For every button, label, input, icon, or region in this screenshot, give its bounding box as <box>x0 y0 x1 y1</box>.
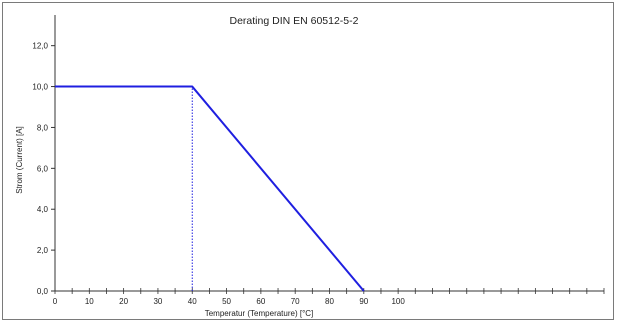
y-tick-label: 4,0 <box>37 205 49 214</box>
y-tick-label: 8,0 <box>37 123 49 132</box>
x-tick-label: 90 <box>359 297 368 306</box>
x-tick-label: 100 <box>391 297 405 306</box>
chart-title: Derating DIN EN 60512-5-2 <box>230 15 359 27</box>
y-tick-label: 12,0 <box>32 42 48 51</box>
series-line <box>55 85 365 292</box>
x-tick-label: 10 <box>85 297 94 306</box>
x-tick-label: 0 <box>53 297 58 306</box>
chart-ticks: 0,0 2,0 4,0 6,0 8,0 10,0 12,0 0 10 20 30 40 50 60 70 80… <box>32 42 605 306</box>
x-tick-label: 30 <box>153 297 162 306</box>
x-axis-label: Temperatur (Temperature) [°C] <box>205 309 314 318</box>
y-tick-label: 6,0 <box>37 164 49 173</box>
x-tick-label: 20 <box>119 297 128 306</box>
chart-plot <box>54 85 365 292</box>
y-tick-label: 2,0 <box>37 246 49 255</box>
x-tick-label: 60 <box>256 297 265 306</box>
x-tick-label: 70 <box>291 297 300 306</box>
chart-frame <box>2 2 614 320</box>
y-axis-label: Strom (Current) [A] <box>15 126 24 194</box>
x-tick-label: 50 <box>222 297 231 306</box>
y-tick-label: 0,0 <box>37 287 49 296</box>
x-tick-label: 80 <box>325 297 334 306</box>
y-tick-label: 10,0 <box>32 83 48 92</box>
x-tick-label: 40 <box>188 297 197 306</box>
